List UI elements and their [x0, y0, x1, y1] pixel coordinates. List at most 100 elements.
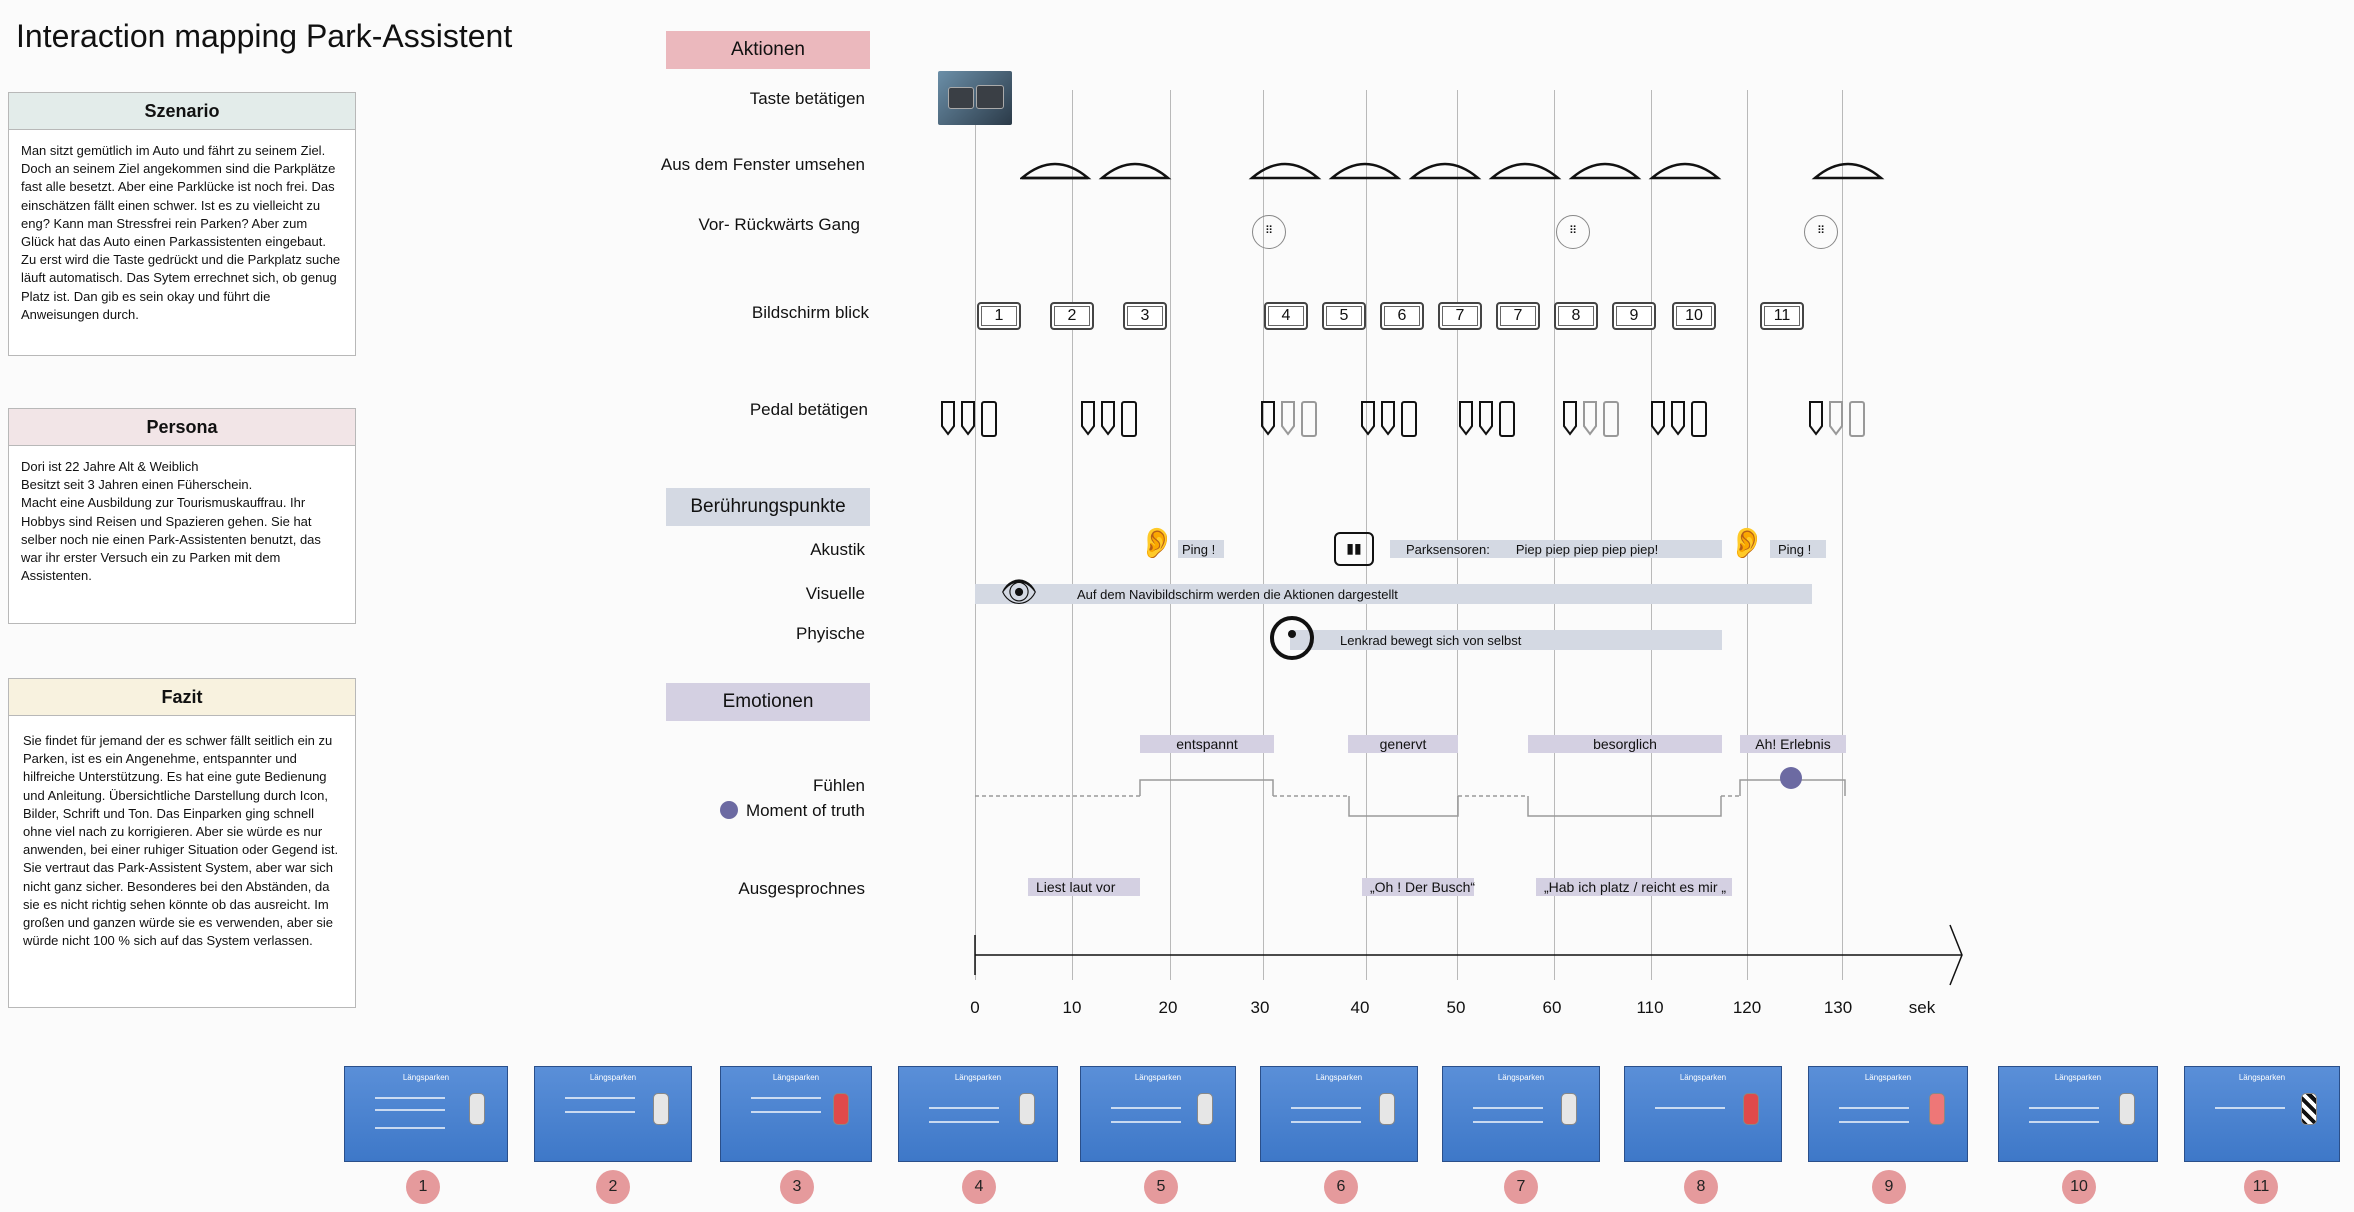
- thumbnail-badge: 11: [2244, 1170, 2278, 1204]
- screen-thumbnail: Längsparken: [2184, 1066, 2340, 1162]
- akustik-ping-text-2: Ping !: [1778, 541, 1812, 557]
- thumbnail-heading: Längsparken: [1497, 1073, 1545, 1082]
- screen-box: 11: [1760, 302, 1804, 330]
- axis-tick: 120: [1732, 998, 1762, 1017]
- screen-thumbnail: Längsparken: [1080, 1066, 1236, 1162]
- eye-icon: 👁: [1000, 576, 1039, 609]
- screen-box: 4: [1264, 302, 1308, 330]
- axis-tick: 110: [1636, 998, 1664, 1017]
- row-ausgesprochnes: Ausgesprochnes: [738, 879, 865, 898]
- row-taste: Taste betätigen: [749, 89, 865, 108]
- page-title: Interaction mapping Park-Assistent: [16, 18, 513, 54]
- screen-box: 1: [977, 302, 1021, 330]
- row-visuelle: Visuelle: [805, 584, 865, 603]
- persona-card: Persona Dori ist 22 Jahre Alt & Weiblich…: [8, 408, 356, 624]
- row-fuehlen: Fühlen: [813, 776, 865, 795]
- piep-text: Piep piep piep piep piep!: [1515, 541, 1659, 557]
- akustik-ping-text: Ping !: [1182, 541, 1216, 557]
- screen-box: 6: [1380, 302, 1424, 330]
- timeline-line: [1072, 90, 1073, 980]
- szenario-card: Szenario Man sitzt gemütlich im Auto und…: [8, 92, 356, 356]
- gear-shift-icon: ⠿: [1804, 215, 1838, 249]
- gear-shift-icon: ⠿: [1252, 215, 1286, 249]
- axis-unit: sek: [1908, 998, 1936, 1017]
- thumbnail-badge: 10: [2062, 1170, 2096, 1204]
- timeline-line: [975, 90, 976, 980]
- screen-thumbnail: Längsparken: [1998, 1066, 2158, 1162]
- thumbnail-badge: 9: [1872, 1170, 1906, 1204]
- screen-thumbnail: Längsparken: [1808, 1066, 1968, 1162]
- fazit-heading: Fazit: [9, 679, 355, 716]
- screen-box: 8: [1554, 302, 1598, 330]
- timeline-line: [1170, 90, 1171, 980]
- axis-tick: 60: [1542, 998, 1562, 1017]
- axis-tick: 130: [1823, 998, 1853, 1017]
- section-beruehrungspunkte: Berührungspunkte: [666, 488, 870, 526]
- quote-busch: „Oh ! Der Busch“: [1362, 878, 1475, 896]
- emotion-genervt: genervt: [1348, 735, 1458, 753]
- row-gang: Vor- Rückwärts Gang: [698, 215, 860, 234]
- ear-check-icon: 👂: [1728, 527, 1766, 560]
- screen-thumbnail: Längsparken: [1624, 1066, 1782, 1162]
- timeline-line: [1554, 90, 1555, 980]
- screen-box: 2: [1050, 302, 1094, 330]
- moment-of-truth-legend-dot: [720, 801, 738, 819]
- emotion-ah-erlebnis: Ah! Erlebnis: [1740, 735, 1846, 753]
- screen-thumbnail: Längsparken: [534, 1066, 692, 1162]
- thumbnail-heading: Längsparken: [402, 1073, 450, 1082]
- timeline-line: [1457, 90, 1458, 980]
- akustik-ping-bar: Ping !: [1178, 540, 1224, 558]
- row-bildschirm: Bildschirm blick: [751, 303, 869, 322]
- screen-thumbnail: Längsparken: [720, 1066, 872, 1162]
- thumbnail-badge: 1: [406, 1170, 440, 1204]
- visuelle-text: Auf dem Navibildschirm werden die Aktion…: [1077, 586, 1398, 602]
- akustik-sensor-bar: Parksensoren: Piep piep piep piep piep!: [1390, 540, 1722, 558]
- time-axis: [974, 924, 1963, 986]
- thumbnail-heading: Längsparken: [772, 1073, 820, 1082]
- screen-thumbnail: Längsparken: [344, 1066, 508, 1162]
- phyische-bar: Lenkrad bewegt sich von selbst: [1290, 630, 1722, 650]
- ear-check-icon: 👂: [1138, 527, 1176, 560]
- moment-of-truth-dot: [1780, 767, 1802, 789]
- szenario-text: Man sitzt gemütlich im Auto und fährt zu…: [21, 143, 341, 322]
- visuelle-bar: Auf dem Navibildschirm werden die Aktion…: [975, 584, 1812, 604]
- fazit-card: Fazit Sie findet für jemand der es schwe…: [8, 678, 356, 1008]
- thumbnail-heading: Längsparken: [1134, 1073, 1182, 1082]
- row-pedal: Pedal betätigen: [749, 400, 868, 419]
- screen-box: 3: [1123, 302, 1167, 330]
- taste-photo: [938, 71, 1012, 125]
- quote-platz: „Hab ich platz / reicht es mir „: [1536, 878, 1732, 896]
- thumbnail-heading: Längsparken: [1864, 1073, 1912, 1082]
- timeline-line: [1842, 90, 1843, 980]
- timeline-line: [1263, 90, 1264, 980]
- parksensor-icon: ▮▮: [1334, 532, 1374, 566]
- windshield-icon: [1020, 162, 1092, 180]
- quote-liest: Liest laut vor: [1028, 878, 1140, 896]
- axis-tick: 50: [1446, 998, 1466, 1017]
- thumbnail-heading: Längsparken: [589, 1073, 637, 1082]
- section-emotionen: Emotionen: [666, 683, 870, 721]
- thumbnail-badge: 2: [596, 1170, 630, 1204]
- persona-text: Dori ist 22 Jahre Alt & Weiblich Besitzt…: [21, 459, 321, 584]
- windshield-icons: [1020, 162, 1885, 180]
- thumbnail-heading: Längsparken: [2238, 1073, 2286, 1082]
- row-moment-of-truth: Moment of truth: [745, 801, 865, 820]
- axis-tick: 10: [1062, 998, 1082, 1017]
- thumbnail-badge: 8: [1684, 1170, 1718, 1204]
- timeline-line: [1366, 90, 1367, 980]
- fazit-text: Sie findet für jemand der es schwer fäll…: [23, 733, 339, 949]
- row-phyische: Phyische: [796, 624, 865, 643]
- thumbnail-heading: Längsparken: [1315, 1073, 1363, 1082]
- parksensoren-label: Parksensoren:: [1406, 541, 1490, 557]
- thumbnail-heading: Längsparken: [954, 1073, 1002, 1082]
- screen-box: 9: [1612, 302, 1656, 330]
- screen-box: 5: [1322, 302, 1366, 330]
- screen-box: 7: [1496, 302, 1540, 330]
- axis-tick: 40: [1350, 998, 1370, 1017]
- gear-shift-icon: ⠿: [1556, 215, 1590, 249]
- axis-tick: 30: [1250, 998, 1270, 1017]
- thumbnail-badge: 6: [1324, 1170, 1358, 1204]
- akustik-ping-bar-2: Ping !: [1770, 540, 1826, 558]
- persona-heading: Persona: [9, 409, 355, 446]
- thumbnail-heading: Längsparken: [2054, 1073, 2102, 1082]
